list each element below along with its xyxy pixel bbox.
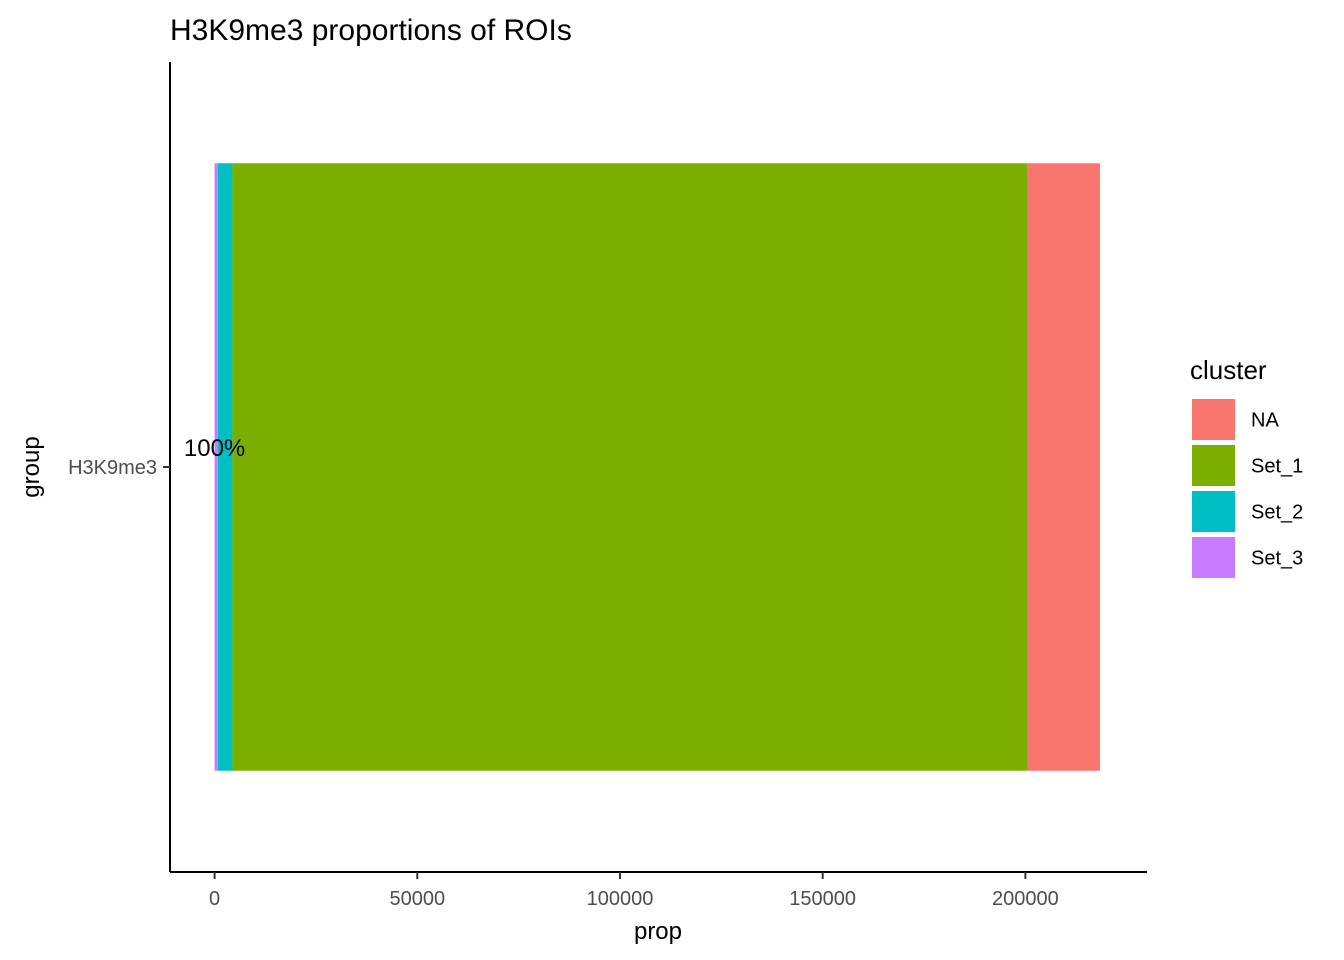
y-tick-label: H3K9me3 <box>68 457 157 479</box>
bar-segment-set-2 <box>217 163 233 771</box>
data-label: 100% <box>184 435 245 462</box>
x-tick-label: 200000 <box>992 888 1059 910</box>
legend-label: Set_1 <box>1251 456 1303 478</box>
legend-label: Set_2 <box>1251 502 1303 524</box>
bar-segment-set-1 <box>232 163 1028 771</box>
x-tick-label: 150000 <box>789 888 856 910</box>
bar-segment-set-3 <box>214 163 218 771</box>
bar-segment-na <box>1027 163 1100 771</box>
x-tick-label: 0 <box>209 888 220 910</box>
y-axis-title: group <box>18 436 45 497</box>
bars-layer <box>214 163 1100 771</box>
legend-key-na <box>1192 399 1235 440</box>
x-tick-label: 100000 <box>587 888 654 910</box>
legend-key-set-2 <box>1192 491 1235 532</box>
legend: cluster NA Set_1 Set_2 Set_3 <box>1190 355 1303 578</box>
legend-key-set-3 <box>1192 537 1235 578</box>
x-axis-title: prop <box>634 918 682 945</box>
annotations-layer: 100% <box>184 435 245 462</box>
y-axis-ticks: H3K9me3 <box>68 457 170 479</box>
legend-key-set-1 <box>1192 445 1235 486</box>
x-axis-ticks: 0 50000 100000 150000 200000 <box>209 872 1059 910</box>
legend-items: NA Set_1 Set_2 Set_3 <box>1192 399 1303 578</box>
x-tick-label: 50000 <box>389 888 445 910</box>
legend-label: Set_3 <box>1251 548 1303 570</box>
legend-title: cluster <box>1190 355 1267 385</box>
legend-label: NA <box>1251 410 1279 432</box>
chart-title: H3K9me3 proportions of ROIs <box>170 14 572 47</box>
